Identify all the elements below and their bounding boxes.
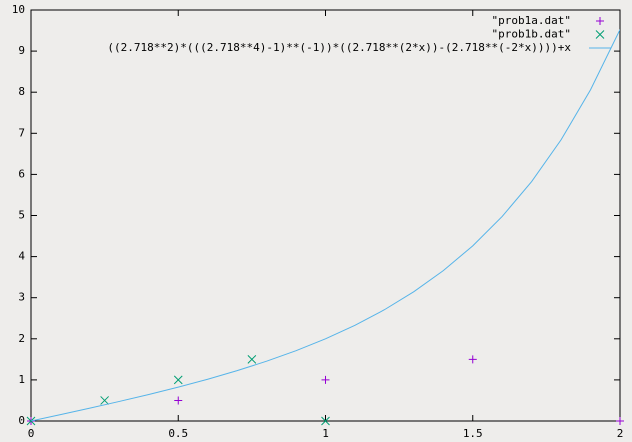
y-tick-label: 8 — [18, 85, 25, 98]
point — [616, 417, 624, 425]
x-tick-label: 0 — [28, 427, 35, 440]
legend-label: "prob1a.dat" — [492, 14, 571, 27]
x-tick-label: 2 — [617, 427, 624, 440]
point — [321, 416, 330, 426]
x-tick-label: 1 — [322, 427, 329, 440]
line — [31, 29, 620, 421]
legend-swatch — [595, 30, 605, 39]
legend-label: ((2.718**2)*(((2.718**4)-1)**(-1))*((2.7… — [107, 41, 571, 54]
y-tick-label: 7 — [18, 126, 25, 139]
point — [247, 354, 257, 364]
y-tick-label: 10 — [12, 3, 25, 16]
y-tick-label: 2 — [18, 332, 25, 345]
point — [321, 375, 330, 384]
y-tick-label: 0 — [18, 414, 25, 427]
y-tick-label: 5 — [18, 209, 25, 222]
x-tick-label: 1.5 — [463, 427, 483, 440]
y-tick-label: 4 — [18, 250, 25, 263]
y-tick-label: 9 — [18, 44, 25, 57]
plot-border — [30, 9, 621, 422]
point — [100, 396, 109, 405]
legend-swatch — [596, 17, 604, 25]
point — [468, 355, 477, 364]
y-tick-label: 1 — [18, 373, 25, 386]
point — [173, 375, 183, 385]
legend-label: "prob1b.dat" — [492, 28, 571, 41]
y-tick-label: 3 — [18, 291, 25, 304]
x-tick-label: 0.5 — [168, 427, 188, 440]
y-tick-label: 6 — [18, 167, 25, 180]
point — [174, 396, 183, 405]
